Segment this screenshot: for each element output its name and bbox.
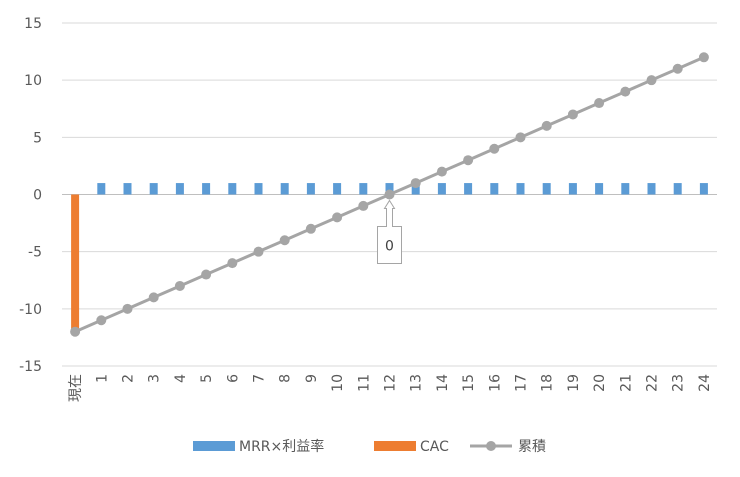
- x-tick-label: 19: [566, 374, 582, 392]
- cumulative-point: [384, 189, 395, 200]
- cumulative-point: [174, 280, 185, 291]
- cumulative-point: [96, 315, 107, 326]
- cumulative-point: [567, 109, 578, 120]
- mrr-bar: [228, 183, 237, 195]
- x-tick-label: 8: [278, 374, 294, 383]
- mrr-bar: [123, 183, 132, 195]
- annotation: 0: [377, 199, 402, 264]
- mrr-bar: [490, 183, 499, 195]
- mrr-bar: [673, 183, 682, 195]
- mrr-bar: [149, 183, 158, 195]
- x-tick-label: 16: [487, 374, 503, 392]
- x-tick-label: 6: [225, 374, 241, 383]
- mrr-bar: [542, 183, 551, 195]
- legend: MRR×利益率 CAC 累積: [193, 438, 546, 455]
- legend-label: MRR×利益率: [239, 438, 324, 455]
- x-tick-label: 現在: [68, 374, 84, 402]
- x-tick-label: 14: [435, 374, 451, 392]
- mrr-bar: [411, 183, 420, 195]
- cumulative-point: [122, 303, 133, 314]
- mrr-bar: [333, 183, 342, 195]
- y-tick-label: -5: [28, 245, 42, 261]
- x-tick-label: 18: [540, 374, 556, 392]
- mrr-bar: [97, 183, 106, 195]
- line-series: [70, 52, 709, 337]
- y-tick-label: 10: [24, 73, 42, 89]
- x-tick-label: 5: [199, 374, 215, 383]
- mrr-bar: [595, 183, 604, 195]
- mrr-bar: [516, 183, 525, 195]
- cumulative-point: [515, 132, 526, 143]
- mrr-bar: [175, 183, 184, 195]
- x-tick-label: 4: [173, 374, 189, 383]
- x-tick-label: 10: [330, 374, 346, 392]
- cumulative-point: [410, 178, 421, 189]
- x-tick-label: 11: [356, 374, 372, 392]
- y-tick-label: -15: [19, 359, 42, 375]
- mrr-bar: [306, 183, 315, 195]
- cumulative-point: [463, 155, 474, 166]
- x-tick-label: 12: [383, 374, 399, 392]
- y-tick-label: -10: [19, 302, 42, 318]
- legend-label: CAC: [420, 439, 449, 455]
- cumulative-point: [672, 63, 683, 74]
- y-tick-label: 5: [33, 130, 42, 146]
- x-tick-label: 2: [121, 374, 137, 383]
- mrr-bar: [385, 183, 394, 195]
- mrr-bar: [437, 183, 446, 195]
- cumulative-point: [358, 200, 369, 211]
- mrr-bar: [568, 183, 577, 195]
- x-tick-label: 1: [94, 374, 110, 383]
- x-tick-label: 20: [592, 374, 608, 392]
- x-tick-label: 17: [514, 374, 530, 392]
- mrr-bar: [699, 183, 708, 195]
- cumulative-point: [305, 223, 316, 234]
- x-tick-label: 21: [618, 374, 634, 392]
- cumulative-point: [646, 75, 657, 86]
- mrr-bar: [621, 183, 630, 195]
- cumulative-point: [489, 143, 500, 154]
- x-tick-label: 23: [671, 374, 687, 392]
- mrr-bar: [647, 183, 656, 195]
- x-tick-label: 9: [304, 374, 320, 383]
- cumulative-point: [594, 98, 605, 109]
- x-axis-ticks: 現在 1 2 3 4 5 6 7 8 9 10 11 12 13 14 15 16 17 18 19 20 21 22 23 2…: [68, 374, 713, 402]
- x-tick-label: 13: [409, 374, 425, 392]
- y-tick-label: 0: [33, 188, 42, 204]
- legend-swatch: [193, 441, 235, 451]
- cumulative-point: [436, 166, 447, 177]
- legend-swatch: [374, 441, 416, 451]
- callout-box: [377, 199, 402, 264]
- cumulative-point: [620, 86, 631, 97]
- cumulative-point: [227, 258, 238, 269]
- cumulative-point: [70, 326, 81, 337]
- cumulative-point: [279, 235, 290, 246]
- x-tick-label: 7: [252, 374, 268, 383]
- mrr-bar: [359, 183, 368, 195]
- cumulative-point: [698, 52, 709, 63]
- x-tick-label: 24: [697, 374, 713, 392]
- data-label: 0: [385, 239, 394, 255]
- mrr-bar: [202, 183, 211, 195]
- x-tick-label: 22: [645, 374, 661, 392]
- x-tick-label: 15: [461, 374, 477, 392]
- cumulative-point: [332, 212, 343, 223]
- cumulative-point: [201, 269, 212, 280]
- cumulative-point: [148, 292, 159, 303]
- cac-bar: [71, 194, 80, 332]
- bars: [71, 183, 708, 332]
- mrr-bar: [280, 183, 289, 195]
- y-axis-ticks: -15 -10 -5 0 5 10 15: [19, 16, 42, 375]
- legend-marker: [486, 441, 496, 451]
- mrr-bar: [464, 183, 473, 195]
- x-tick-label: 3: [147, 374, 163, 383]
- mrr-bar: [254, 183, 263, 195]
- cumulative-point: [253, 246, 264, 257]
- y-tick-label: 15: [24, 16, 42, 32]
- cumulative-point: [541, 120, 552, 131]
- legend-label: 累積: [518, 439, 546, 455]
